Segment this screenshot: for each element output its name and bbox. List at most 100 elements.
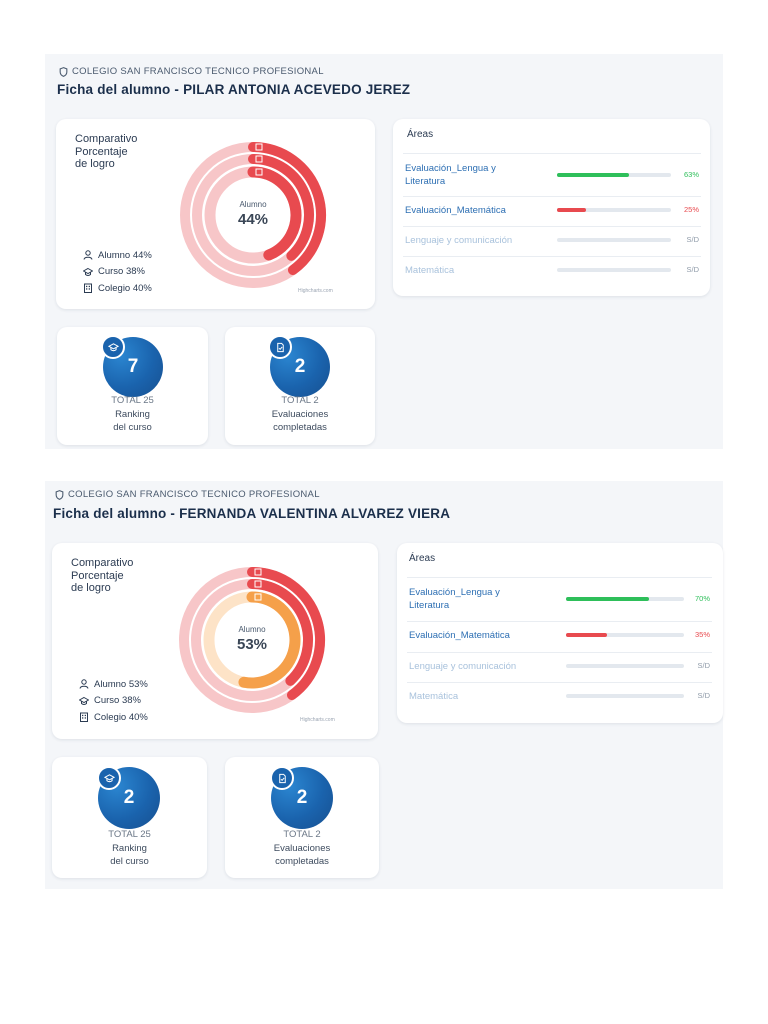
- areas-card: Áreas Evaluación_Lengua y Literatura 70%…: [397, 543, 723, 723]
- areas-header: Áreas: [409, 553, 436, 564]
- area-value: 25%: [683, 205, 699, 214]
- areas-card: Áreas Evaluación_Lengua y Literatura 63%…: [393, 119, 710, 296]
- area-name[interactable]: Evaluación_Matemática: [409, 630, 510, 641]
- ring-colegio-arc: [248, 142, 326, 276]
- user-icon: [83, 250, 93, 260]
- area-progress-fill: [557, 173, 629, 177]
- ring-colegio-arc: [247, 567, 325, 701]
- stat-badge: [270, 766, 294, 790]
- area-progress-bar: [557, 173, 671, 177]
- building-icon: [255, 143, 263, 151]
- area-row: Evaluación_Matemática 35%: [407, 621, 712, 652]
- shield-icon: [55, 489, 64, 500]
- graduation-cap-icon: [79, 696, 89, 705]
- area-value: 35%: [694, 630, 710, 639]
- legend-label-alumno: Alumno 53%: [94, 678, 148, 690]
- user-icon: [254, 593, 262, 601]
- center-value: 44%: [238, 211, 268, 228]
- ring-alumno-arc: [247, 166, 302, 261]
- legend-label-colegio: Colegio 40%: [94, 711, 148, 723]
- chart-credit: Highcharts.com: [300, 717, 335, 723]
- graduation-cap-icon: [83, 267, 93, 276]
- ranking-label: Ranking del curso: [110, 843, 149, 867]
- area-value: S/D: [697, 691, 710, 700]
- area-progress-bar: [566, 633, 684, 637]
- achievement-radial-chart: Alumno 44%: [180, 142, 326, 288]
- area-progress-bar: [566, 597, 684, 601]
- ranking-label: Ranking del curso: [113, 409, 152, 433]
- area-name[interactable]: Evaluación_Lengua y Literatura: [405, 163, 496, 187]
- area-progress-fill: [557, 208, 586, 212]
- school-header: COLEGIO SAN FRANCISCO TECNICO PROFESIONA…: [55, 489, 320, 500]
- area-name[interactable]: Lenguaje y comunicación: [405, 235, 513, 246]
- school-header: COLEGIO SAN FRANCISCO TECNICO PROFESIONA…: [59, 66, 324, 77]
- shield-icon: [59, 66, 68, 77]
- area-name[interactable]: Matemática: [409, 691, 459, 702]
- center-label: Alumno: [238, 625, 266, 634]
- building-icon: [80, 712, 88, 723]
- document-check-icon: [278, 773, 286, 783]
- evaluations-label: Evaluaciones completadas: [271, 409, 329, 433]
- chart-legend: Alumno 53% Curso 38% Colegio 40%: [79, 676, 148, 726]
- stat-badge: [101, 335, 125, 359]
- center-value: 53%: [237, 636, 267, 653]
- legend-item-alumno: Alumno 44%: [83, 247, 152, 264]
- legend-label-alumno: Alumno 44%: [98, 249, 152, 261]
- area-row: Evaluación_Lengua y Literatura 70%: [407, 577, 712, 611]
- legend-label-curso: Curso 38%: [94, 695, 141, 707]
- school-name: COLEGIO SAN FRANCISCO TECNICO PROFESIONA…: [68, 489, 320, 500]
- legend-item-alumno: Alumno 53%: [79, 676, 148, 693]
- legend-label-colegio: Colegio 40%: [98, 282, 152, 294]
- area-progress-bar: [557, 208, 671, 212]
- area-value: S/D: [686, 265, 699, 274]
- area-row: Matemática S/D: [407, 682, 712, 713]
- areas-header: Áreas: [407, 129, 434, 140]
- area-value: S/D: [686, 235, 699, 244]
- area-progress-fill: [566, 633, 608, 637]
- ring-curso-arc: [247, 579, 313, 686]
- area-progress-bar: [566, 694, 684, 698]
- area-progress-bar: [566, 664, 684, 668]
- chart-title: Comparativo Porcentaje de logro: [71, 557, 134, 594]
- area-name[interactable]: Matemática: [405, 265, 455, 276]
- center-label: Alumno: [239, 200, 267, 209]
- achievement-chart-card: Comparativo Porcentaje de logro Alumno 4…: [56, 119, 375, 309]
- evaluations-total: TOTAL 2: [283, 829, 321, 840]
- document-check-icon: [276, 342, 284, 352]
- graduation-cap-icon: [107, 342, 119, 351]
- ranking-total: TOTAL 25: [111, 395, 154, 406]
- user-icon: [255, 168, 263, 176]
- chart-credit: Highcharts.com: [298, 288, 333, 294]
- area-name[interactable]: Evaluación_Matemática: [405, 205, 506, 216]
- evaluations-card: 2 TOTAL 2 Evaluaciones completadas: [225, 757, 379, 878]
- area-name[interactable]: Lenguaje y comunicación: [409, 661, 517, 672]
- area-row: Lenguaje y comunicación S/D: [407, 652, 712, 683]
- legend-item-colegio: Colegio 40%: [83, 280, 152, 297]
- stat-badge: [97, 766, 121, 790]
- building-icon: [254, 568, 262, 576]
- graduation-cap-icon: [255, 155, 263, 163]
- achievement-radial-chart: Alumno 53%: [179, 567, 325, 713]
- ranking-card: 2 TOTAL 25 Ranking del curso: [52, 757, 207, 878]
- student-report-block-2: COLEGIO SAN FRANCISCO TECNICO PROFESIONA…: [45, 481, 723, 889]
- evaluations-card: 2 TOTAL 2 Evaluaciones completadas: [225, 327, 375, 445]
- chart-title: Comparativo Porcentaje de logro: [75, 133, 138, 170]
- area-row: Evaluación_Matemática 25%: [403, 196, 701, 227]
- area-progress-bar: [557, 268, 671, 272]
- graduation-cap-icon: [254, 580, 262, 588]
- evaluations-label: Evaluaciones completadas: [273, 843, 331, 867]
- ring-alumno-arc: [238, 591, 301, 689]
- user-icon: [79, 679, 89, 689]
- legend-item-colegio: Colegio 40%: [79, 709, 148, 726]
- ranking-card: 7 TOTAL 25 Ranking del curso: [57, 327, 208, 445]
- evaluations-total: TOTAL 2: [281, 395, 319, 406]
- area-value: 70%: [694, 594, 710, 603]
- area-progress-fill: [566, 597, 649, 601]
- building-icon: [84, 283, 92, 294]
- page-title: Ficha del alumno - PILAR ANTONIA ACEVEDO…: [57, 82, 411, 97]
- area-progress-bar: [557, 238, 671, 242]
- school-name: COLEGIO SAN FRANCISCO TECNICO PROFESIONA…: [72, 66, 324, 77]
- stat-badge: [268, 335, 292, 359]
- area-name[interactable]: Evaluación_Lengua y Literatura: [409, 587, 500, 611]
- area-row: Evaluación_Lengua y Literatura 63%: [403, 153, 701, 187]
